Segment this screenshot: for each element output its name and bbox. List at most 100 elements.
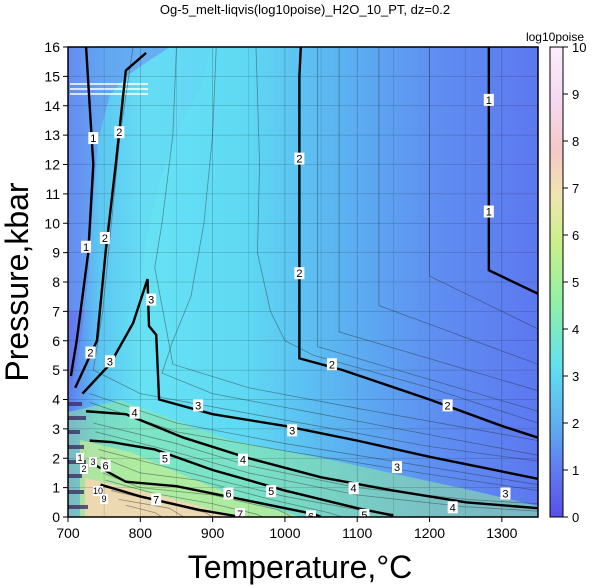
- contour-label: 1: [83, 242, 89, 254]
- colorbar-gradient: [549, 46, 564, 518]
- contour-label: 3: [502, 489, 508, 501]
- contour-label-bg: [146, 293, 157, 306]
- y-tick-label: 16: [44, 39, 60, 55]
- contour-label: 2: [329, 359, 335, 371]
- colorbar-tick-label: 5: [572, 275, 579, 290]
- thin-contour: [92, 47, 538, 462]
- upper-left-blue-region: [68, 47, 210, 310]
- contour-label: 3: [195, 400, 201, 412]
- cluster-label-1: 1: [77, 453, 82, 463]
- high-viscosity-region: [85, 478, 240, 517]
- thin-contour: [118, 498, 184, 517]
- contour-label-bg: [104, 355, 115, 368]
- contour-label-bg: [294, 152, 305, 165]
- contour-label-bg: [348, 482, 359, 495]
- contour-label: 3: [107, 356, 113, 368]
- colorbar-tick-label: 8: [572, 134, 579, 149]
- cluster-label-3: 3: [90, 457, 95, 467]
- contour-label-bg: [266, 485, 277, 498]
- contour-label: 2: [445, 400, 451, 412]
- y-tick-label: 4: [52, 392, 60, 408]
- contour-line-7: [100, 483, 242, 517]
- x-tick-label: 700: [56, 525, 80, 541]
- y-tick-label: 5: [52, 362, 60, 378]
- contour-label: 3: [289, 425, 295, 437]
- chart-title: Og-5_melt-liqvis(log10poise)_H2O_10_PT, …: [160, 2, 450, 17]
- x-tick-label: 1200: [414, 525, 445, 541]
- contour-label-bg: [483, 205, 494, 218]
- y-tick-label: 14: [44, 98, 60, 114]
- contour-label-bg: [235, 508, 246, 517]
- colorbar-tick-label: 7: [572, 181, 579, 196]
- contour-label-bg: [483, 93, 494, 106]
- contour-label: 7: [153, 494, 159, 506]
- contour-label-bg: [88, 132, 99, 145]
- x-tick-label: 900: [201, 525, 225, 541]
- x-tick-label: 1100: [342, 525, 372, 541]
- contour-label-bg: [223, 487, 234, 500]
- contour-label: 2: [87, 348, 93, 360]
- y-tick-label: 1: [52, 480, 60, 496]
- thin-contour: [89, 393, 538, 486]
- thin-contour: [125, 504, 163, 517]
- cluster-label-10: 10: [93, 486, 103, 496]
- cluster-label-2: 2: [81, 464, 86, 474]
- contour-label: 7: [237, 509, 243, 521]
- contour-line-2: [298, 47, 538, 439]
- y-tick-label: 15: [44, 68, 60, 84]
- thin-contour: [95, 431, 538, 512]
- x-tick-label: 1000: [269, 525, 300, 541]
- thin-contour: [161, 47, 538, 456]
- contour-label-bg: [326, 358, 337, 371]
- y-tick-label: 3: [52, 421, 60, 437]
- contour-line-3: [81, 278, 538, 480]
- contour-label-bg: [237, 453, 248, 466]
- colorbar-tick-label: 3: [572, 369, 579, 384]
- contour-label: 5: [162, 453, 168, 465]
- colorbar-tick-label: 6: [572, 228, 579, 243]
- contour-label-bg: [114, 126, 125, 139]
- contour-label: 6: [308, 511, 314, 523]
- cluster-label-9: 9: [101, 494, 106, 504]
- contour-label: 5: [361, 510, 367, 522]
- thin-contour: [378, 47, 538, 365]
- thin-contour: [93, 422, 538, 505]
- x-tick-label: 1300: [486, 525, 517, 541]
- contour-label-bg: [359, 508, 370, 517]
- colorbar: 0 1 2 3 4 5 6 7 8 9 10 log10poise: [526, 30, 587, 525]
- contour-label-bg: [442, 399, 453, 412]
- contour-label-bg: [287, 424, 298, 437]
- contour-label: 2: [102, 233, 108, 245]
- contour-label-bg: [151, 493, 162, 506]
- thin-contour: [99, 456, 343, 517]
- y-tick-label: 6: [52, 333, 60, 349]
- contour-label-bg: [294, 267, 305, 280]
- contour-label-bg: [305, 510, 316, 517]
- contour-label-bg: [99, 231, 110, 244]
- contour-label: 2: [296, 154, 302, 166]
- contour-label-bg: [500, 487, 511, 500]
- contour-line-1: [487, 47, 538, 295]
- contour-label: 3: [148, 295, 154, 307]
- thin-contour: [154, 47, 538, 442]
- colorbar-tick-label: 1: [572, 463, 579, 478]
- contour-label-bg: [81, 240, 92, 253]
- contour-label: 4: [450, 502, 456, 514]
- x-axis: 700 800 900 1000 1100 1200 1300: [56, 517, 518, 541]
- contour-label: 4: [351, 483, 357, 495]
- contour-label: 2: [296, 268, 302, 280]
- x-axis-label: Temperature,°C: [188, 549, 412, 585]
- contour-label: 1: [486, 207, 492, 219]
- y-tick-label: 9: [52, 245, 60, 261]
- contour-label: 4: [240, 455, 246, 467]
- contour-label: 4: [131, 408, 137, 420]
- colorbar-tick-label: 0: [572, 510, 579, 525]
- colorbar-tick-label: 10: [572, 40, 586, 55]
- y-axis-label: Pressure,kbar: [0, 182, 35, 382]
- y-tick-label: 8: [52, 274, 60, 290]
- y-tick-label: 13: [44, 127, 60, 143]
